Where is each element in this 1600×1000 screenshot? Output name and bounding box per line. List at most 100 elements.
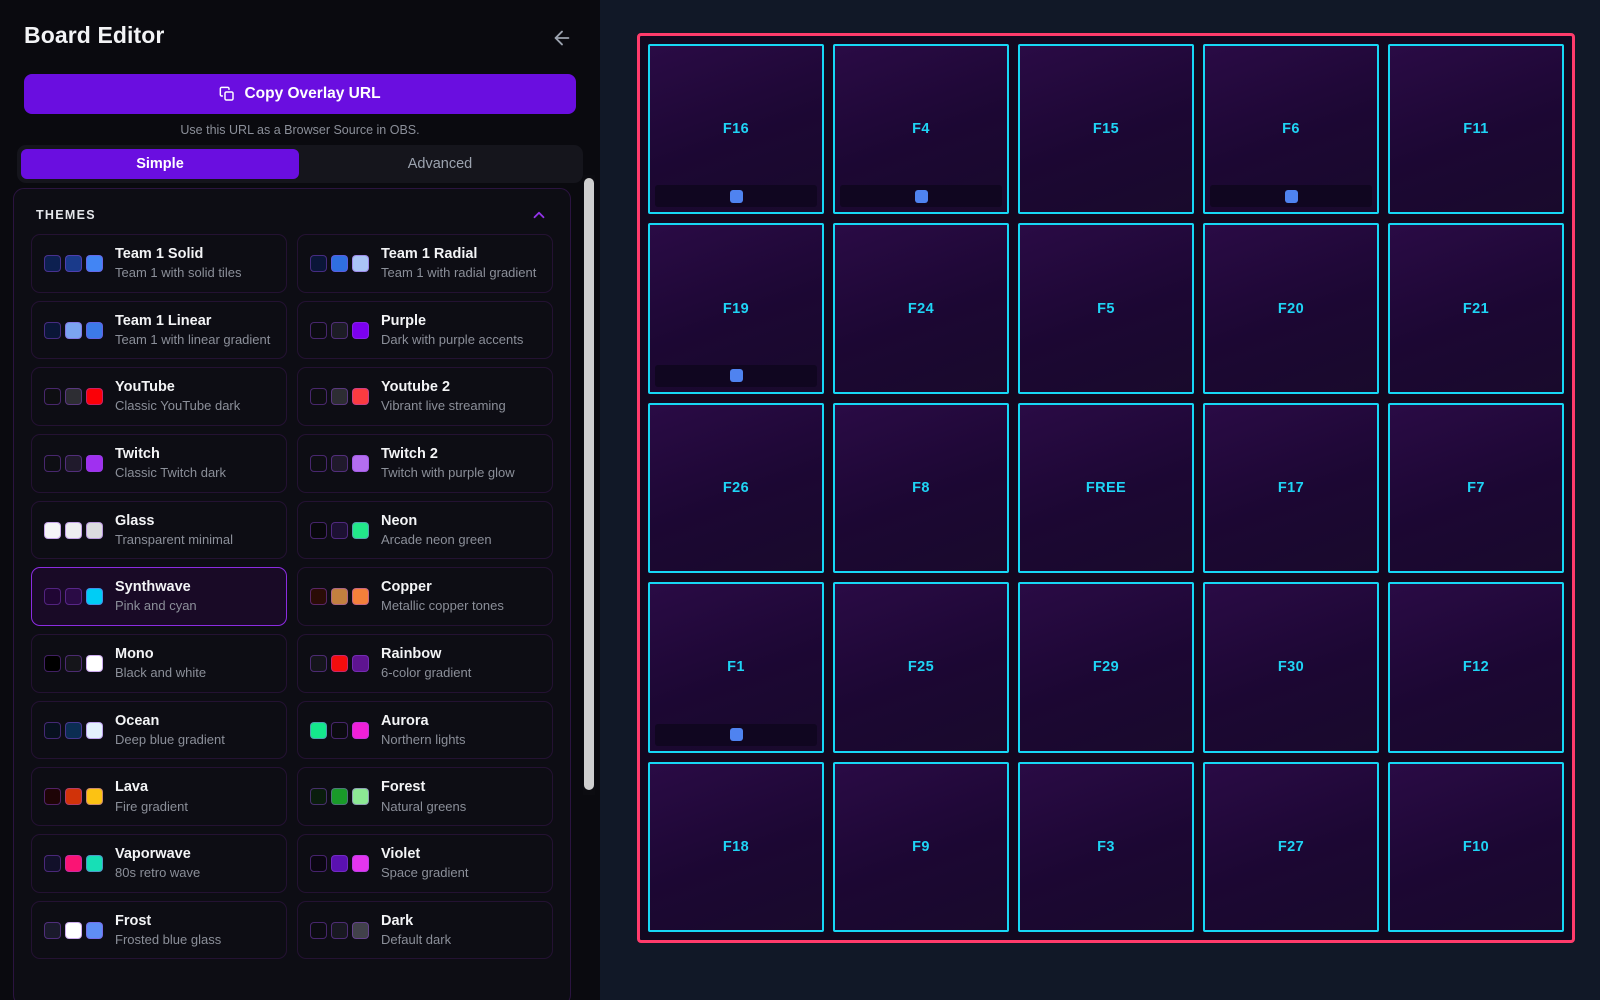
theme-text: Team 1 Radial Team 1 with radial gradient xyxy=(381,245,536,282)
theme-text: Ocean Deep blue gradient xyxy=(115,712,225,749)
bingo-cell[interactable]: F16 xyxy=(648,44,824,215)
bingo-cell[interactable]: F18 xyxy=(648,761,824,932)
theme-item[interactable]: Twitch Classic Twitch dark xyxy=(31,434,287,493)
bingo-cell-label: F21 xyxy=(1462,300,1490,317)
copy-overlay-url-button[interactable]: Copy Overlay URL xyxy=(24,74,576,114)
bingo-cell[interactable]: F29 xyxy=(1018,582,1194,753)
tab-advanced[interactable]: Advanced xyxy=(407,156,473,172)
bingo-cell[interactable]: F8 xyxy=(833,402,1009,574)
bingo-cell[interactable]: F26 xyxy=(648,402,824,574)
bingo-cell[interactable]: F6 xyxy=(1203,44,1379,215)
color-swatch xyxy=(352,788,369,806)
bingo-cell[interactable]: FREE xyxy=(1018,402,1194,574)
bingo-cell[interactable]: F4 xyxy=(833,44,1009,215)
theme-item[interactable]: Lava Fire gradient xyxy=(31,767,287,827)
color-swatch xyxy=(86,921,103,939)
bingo-cell[interactable]: F12 xyxy=(1388,582,1564,753)
color-swatch xyxy=(65,721,82,739)
theme-item[interactable]: Youtube 2 Vibrant live streaming xyxy=(297,367,553,427)
theme-description: Black and white xyxy=(115,665,207,681)
color-swatch xyxy=(44,521,61,539)
color-swatch xyxy=(86,454,103,472)
tab-simple[interactable]: Simple xyxy=(21,149,299,179)
bingo-cell-label: F1 xyxy=(727,659,745,676)
theme-item[interactable]: Forest Natural greens xyxy=(297,767,553,827)
theme-swatches xyxy=(44,521,103,539)
color-swatch xyxy=(352,921,369,939)
theme-text: Team 1 Linear Team 1 with linear gradient xyxy=(115,312,270,349)
theme-name: Twitch xyxy=(115,446,160,463)
bingo-cell[interactable]: F9 xyxy=(833,761,1009,932)
bingo-cell[interactable]: F27 xyxy=(1203,761,1379,932)
theme-item[interactable]: Glass Transparent minimal xyxy=(31,500,287,560)
theme-description: Space gradient xyxy=(381,865,469,881)
theme-item[interactable]: Team 1 Linear Team 1 with linear gradient xyxy=(31,300,287,360)
theme-name: Frost xyxy=(115,912,152,929)
theme-item[interactable]: YouTube Classic YouTube dark xyxy=(31,367,287,427)
bingo-cell[interactable]: F17 xyxy=(1203,402,1379,574)
theme-name: Forest xyxy=(381,779,426,796)
theme-item[interactable]: Team 1 Radial Team 1 with radial gradient xyxy=(297,234,553,293)
bingo-cell[interactable]: F21 xyxy=(1388,223,1564,394)
bingo-cell-label: F30 xyxy=(1277,659,1305,676)
arrow-left-icon[interactable] xyxy=(548,24,576,52)
color-swatch xyxy=(65,588,82,606)
bingo-cell-label: F6 xyxy=(1282,121,1300,138)
color-swatch xyxy=(352,454,369,472)
theme-item[interactable]: Twitch 2 Twitch with purple glow xyxy=(297,434,553,493)
overlay-url-hint: Use this URL as a Browser Source in OBS. xyxy=(180,123,420,137)
theme-description: Frosted blue glass xyxy=(115,931,222,947)
bingo-cell[interactable]: F3 xyxy=(1018,761,1194,932)
theme-item[interactable]: Ocean Deep blue gradient xyxy=(31,700,287,760)
bingo-cell[interactable]: F10 xyxy=(1388,761,1564,932)
theme-name: Glass xyxy=(115,512,155,529)
theme-item[interactable]: Team 1 Solid Team 1 with solid tiles xyxy=(31,234,287,293)
theme-item[interactable]: Dark Default dark xyxy=(297,900,553,960)
theme-swatches xyxy=(310,588,369,606)
bingo-cell[interactable]: F11 xyxy=(1388,44,1564,215)
color-swatch xyxy=(310,654,327,672)
player-marker-icon xyxy=(729,369,743,383)
bingo-cell-label: F11 xyxy=(1463,121,1489,138)
theme-item[interactable]: Frost Frosted blue glass xyxy=(31,900,287,960)
color-swatch xyxy=(86,254,103,272)
color-swatch xyxy=(65,521,82,539)
theme-name: Violet xyxy=(381,846,421,863)
bingo-cell[interactable]: F24 xyxy=(833,223,1009,394)
theme-swatches xyxy=(310,654,369,672)
themes-panel: THEMES Team 1 Solid Team 1 with solid til… xyxy=(13,188,571,1000)
theme-item[interactable]: Rainbow 6-color gradient xyxy=(297,634,553,693)
chevron-up-icon[interactable] xyxy=(530,206,548,224)
color-swatch xyxy=(310,521,327,539)
theme-item[interactable]: Purple Dark with purple accents xyxy=(297,300,553,360)
themes-header[interactable]: THEMES xyxy=(14,189,570,234)
color-swatch xyxy=(86,388,103,406)
theme-item[interactable]: Aurora Northern lights xyxy=(297,700,553,760)
bingo-cell[interactable]: F15 xyxy=(1018,44,1194,215)
theme-item[interactable]: Vaporwave 80s retro wave xyxy=(31,834,287,893)
sidebar-header: Board Editor xyxy=(0,0,600,52)
theme-item[interactable]: Neon Arcade neon green xyxy=(297,500,553,560)
bingo-cell[interactable]: F30 xyxy=(1203,582,1379,753)
bingo-cell[interactable]: F7 xyxy=(1388,402,1564,574)
bingo-cell[interactable]: F25 xyxy=(833,582,1009,753)
color-swatch xyxy=(331,788,348,806)
color-swatch xyxy=(352,588,369,606)
page-title: Board Editor xyxy=(24,22,165,48)
sidebar-scrollbar-thumb[interactable] xyxy=(584,178,594,790)
bingo-cell[interactable]: F20 xyxy=(1203,223,1379,394)
color-swatch xyxy=(331,521,348,539)
color-swatch xyxy=(65,454,82,472)
bingo-cell[interactable]: F19 xyxy=(648,223,824,394)
theme-text: YouTube Classic YouTube dark xyxy=(115,378,240,415)
bingo-cell-label: F8 xyxy=(912,479,930,496)
theme-item[interactable]: Violet Space gradient xyxy=(297,834,553,893)
theme-item[interactable]: Mono Black and white xyxy=(31,634,287,693)
color-swatch xyxy=(44,788,61,806)
theme-name: YouTube xyxy=(115,379,175,396)
theme-swatches xyxy=(310,788,369,806)
theme-item[interactable]: Synthwave Pink and cyan xyxy=(31,567,287,627)
bingo-cell[interactable]: F1 xyxy=(648,582,824,753)
bingo-cell[interactable]: F5 xyxy=(1018,223,1194,394)
theme-item[interactable]: Copper Metallic copper tones xyxy=(297,567,553,627)
